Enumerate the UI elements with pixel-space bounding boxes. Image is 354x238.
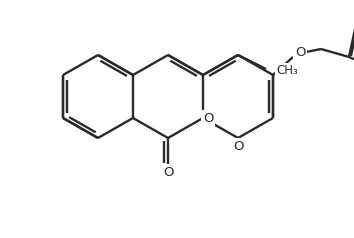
Text: O: O bbox=[233, 139, 243, 153]
Text: CH₃: CH₃ bbox=[276, 64, 298, 78]
Text: O: O bbox=[295, 46, 305, 60]
Text: O: O bbox=[203, 111, 213, 124]
Text: O: O bbox=[163, 165, 173, 178]
